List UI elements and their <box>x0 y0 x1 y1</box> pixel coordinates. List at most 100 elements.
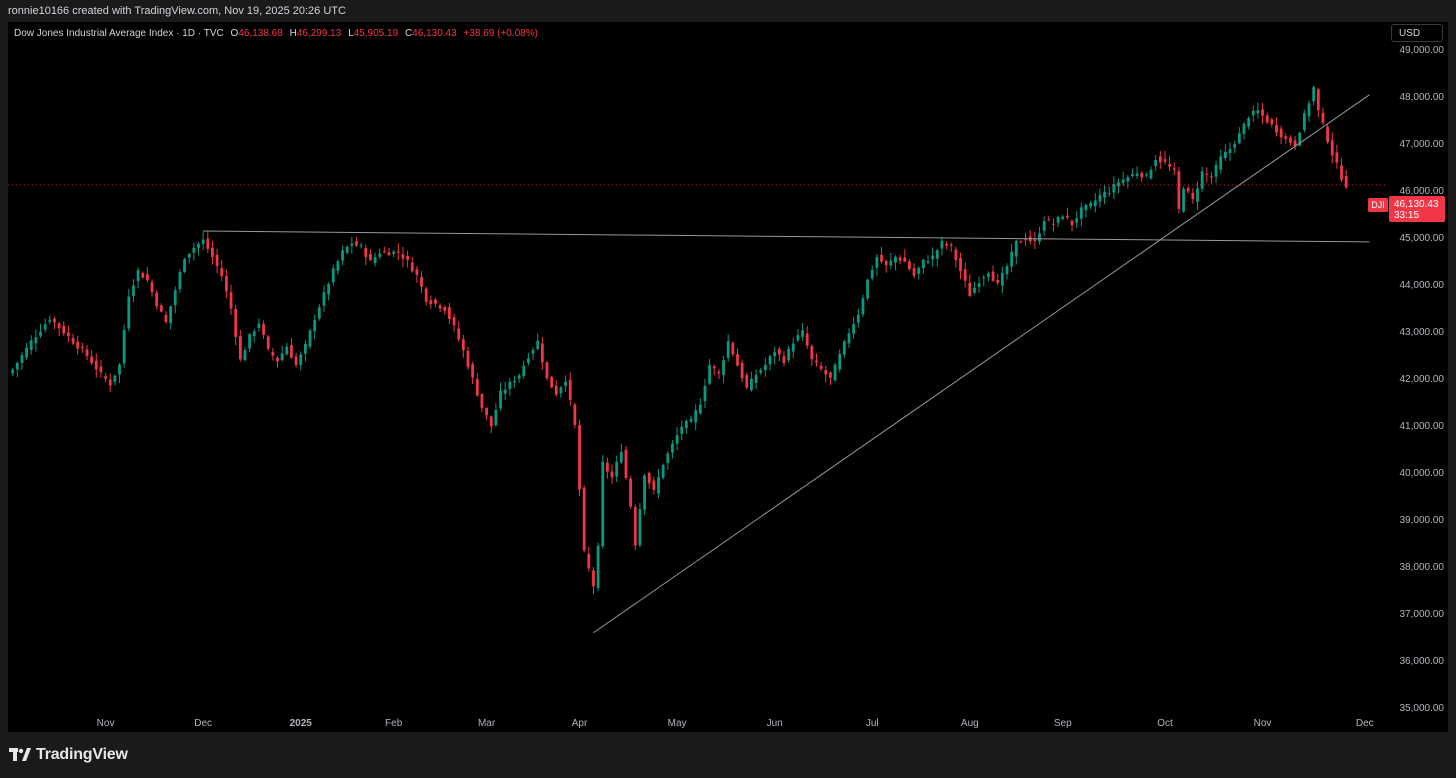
candle-body <box>931 255 935 260</box>
brand-name: TradingView <box>36 746 128 763</box>
candle-body <box>1223 151 1227 159</box>
trendline <box>593 94 1370 634</box>
candle-body <box>243 350 247 361</box>
candle-body <box>1135 173 1139 177</box>
candle-body <box>410 262 414 272</box>
candle-body <box>712 366 716 369</box>
candle-body <box>522 365 526 377</box>
candle-body <box>220 268 224 277</box>
candle-body <box>99 366 103 372</box>
candle-body <box>870 269 874 279</box>
candle-body <box>1093 200 1097 207</box>
attribution-text: ronnie10166 created with TradingView.com… <box>8 5 346 17</box>
candle-body <box>206 238 210 249</box>
y-tick-label: 48,000.00 <box>1400 92 1445 103</box>
candle-body <box>949 244 953 246</box>
candle-body <box>624 449 628 478</box>
candle-body <box>596 545 600 588</box>
candle-body <box>276 357 279 362</box>
candle-body <box>62 325 66 334</box>
candle-body <box>173 290 177 306</box>
candle-body <box>666 453 670 463</box>
candle-body <box>564 381 567 386</box>
candle-body <box>234 309 238 337</box>
candle-body <box>1154 160 1158 167</box>
candle-body <box>740 363 744 379</box>
tradingview-logo[interactable]: TradingView <box>9 746 128 764</box>
candle-body <box>880 254 883 262</box>
candle-body <box>155 292 159 307</box>
candle-body <box>582 487 586 551</box>
candle-body <box>694 410 698 423</box>
candle-body <box>1121 179 1125 184</box>
candle-body <box>1163 159 1167 162</box>
candle-body <box>568 379 572 401</box>
candle-body <box>80 346 84 349</box>
candle-body <box>480 394 484 408</box>
currency-selector[interactable]: USD <box>1391 24 1443 42</box>
candle-body <box>1256 110 1260 114</box>
candle-body <box>224 276 228 292</box>
chart-area[interactable]: 49,000.00 48,000.00 47,000.00 46,000.00 45,0… <box>8 22 1448 732</box>
candle-body <box>401 254 405 259</box>
candle-body <box>197 243 200 248</box>
high-label: H <box>289 28 297 39</box>
y-tick-label: 49,000.00 <box>1400 45 1445 56</box>
candle-body <box>113 375 117 382</box>
close-label: C <box>404 28 413 39</box>
candle-body <box>633 507 637 546</box>
candle-body <box>25 347 28 358</box>
candle-body <box>1293 140 1297 147</box>
open-value: 46,138.68 <box>238 28 283 39</box>
candle-body <box>1261 109 1264 116</box>
candle-body <box>1075 218 1079 223</box>
candle-body <box>973 287 976 293</box>
candle-body <box>327 283 330 295</box>
candle-body <box>29 340 33 350</box>
candle-body <box>1144 174 1148 176</box>
candle-body <box>889 260 893 266</box>
candle-body <box>1298 132 1302 146</box>
price-chart[interactable]: 49,000.00 48,000.00 47,000.00 46,000.00 45,0… <box>8 22 1448 732</box>
open-label: O <box>230 28 239 39</box>
candle-body <box>434 299 437 304</box>
candle-body <box>615 461 619 477</box>
candle-body <box>1335 152 1339 163</box>
candle-body <box>336 261 340 271</box>
candle-body <box>215 254 219 267</box>
candle-body <box>461 339 465 351</box>
candle-body <box>763 364 767 371</box>
candle-body <box>262 324 265 335</box>
candle-body <box>1089 202 1093 207</box>
candle-body <box>420 277 423 287</box>
candle-body <box>1275 124 1278 133</box>
candle-body <box>680 426 684 434</box>
candle-body <box>331 268 335 283</box>
candle-body <box>382 251 386 253</box>
candle-body <box>1005 266 1009 275</box>
candle-body <box>359 245 363 247</box>
candle-body <box>759 370 763 373</box>
candle-body <box>554 385 558 395</box>
candle-body <box>652 480 656 490</box>
candle-body <box>1251 110 1255 116</box>
candle-body <box>852 323 856 334</box>
candle-body <box>578 424 581 490</box>
candle-body <box>1084 204 1088 211</box>
candle-body <box>736 354 739 366</box>
candle-body <box>317 307 321 319</box>
x-tick-label: Sep <box>1054 718 1072 729</box>
candle-body <box>1205 173 1209 175</box>
candle-body <box>996 279 1000 283</box>
candle-body <box>364 248 368 258</box>
x-tick-label: Jul <box>866 718 879 729</box>
candle-body <box>1200 171 1204 189</box>
candle-body <box>1302 113 1306 130</box>
candle-body <box>708 365 712 384</box>
candle-body <box>754 374 758 384</box>
x-tick-label: 2025 <box>290 718 313 729</box>
candle-body <box>1289 137 1292 143</box>
y-tick-label: 37,000.00 <box>1400 609 1445 620</box>
candle-body <box>875 257 879 268</box>
candle-body <box>801 330 804 337</box>
